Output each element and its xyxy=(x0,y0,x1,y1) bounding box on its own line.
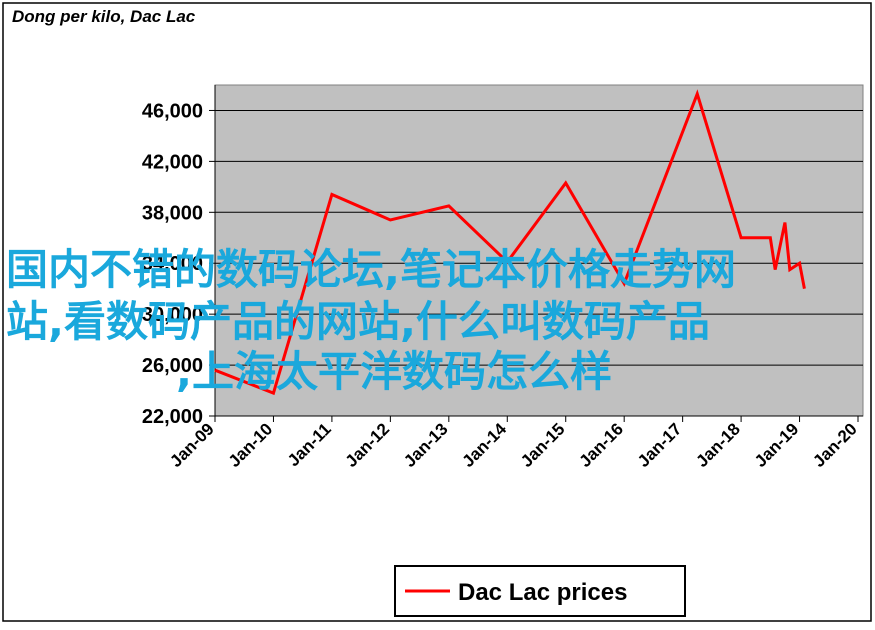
data-line xyxy=(214,89,806,396)
legend-label: Dac Lac prices xyxy=(458,579,627,606)
chart-title: Dong per kilo, Dac Lac xyxy=(12,7,196,26)
y-tick-label: 22,000 xyxy=(142,406,203,428)
legend: Dac Lac prices xyxy=(394,565,686,617)
y-tick-label: 26,000 xyxy=(142,355,203,377)
y-tick-label: 34,000 xyxy=(142,253,203,275)
y-tick-label: 46,000 xyxy=(142,100,203,122)
plot-area xyxy=(214,84,864,417)
y-tick-label: 42,000 xyxy=(142,151,203,173)
y-tick-label: 38,000 xyxy=(142,202,203,224)
overlay-text: ,上海太平洋数码怎么样 xyxy=(176,347,612,396)
overlay-text: 国内不错的数码论坛,笔记本价格走势网 xyxy=(6,245,736,294)
y-tick-label: 30,000 xyxy=(142,304,203,326)
overlay-text: 站,看数码产品的网站,什么叫数码产品 xyxy=(6,297,710,346)
